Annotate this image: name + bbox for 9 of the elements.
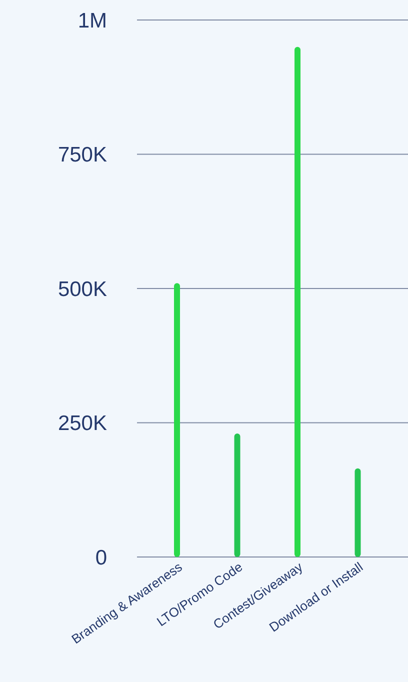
y-tick-label: 750K	[58, 144, 107, 167]
bar	[174, 283, 180, 557]
y-tick-label: 500K	[58, 278, 107, 301]
y-tick-label: 1M	[78, 9, 107, 32]
y-tick-label: 0	[95, 546, 107, 570]
bar	[354, 468, 361, 557]
bar	[294, 46, 300, 557]
bar	[234, 433, 240, 557]
y-tick-label: 250K	[58, 412, 107, 436]
